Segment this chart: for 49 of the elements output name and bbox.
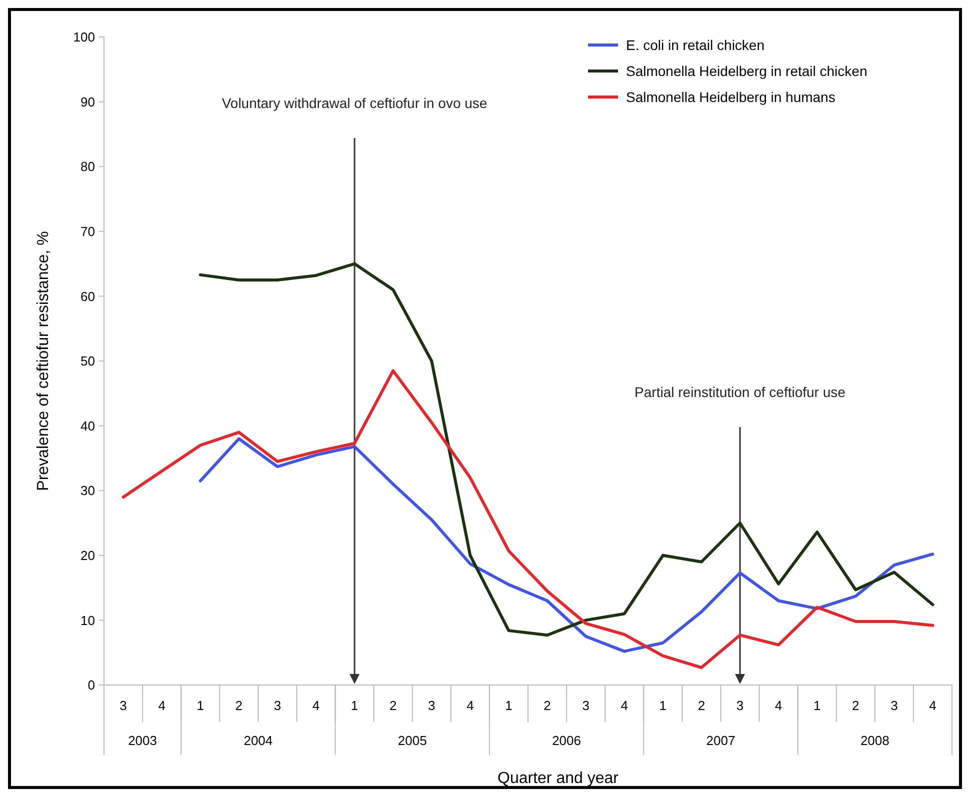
x-tick-label: 4 (774, 698, 782, 713)
x-tick-label: 4 (620, 698, 628, 713)
x-tick-label: 1 (196, 698, 204, 713)
y-tick-label: 50 (80, 354, 95, 369)
y-tick-label: 0 (88, 678, 95, 693)
text: 2007 (706, 733, 736, 748)
x-tick-label: 2 (852, 698, 860, 713)
text: 2005 (398, 733, 427, 748)
y-tick-label: 10 (80, 612, 95, 628)
legend-label: Salmonella Heidelberg in humans (626, 88, 836, 105)
y-tick-label: 100 (73, 30, 95, 45)
y-tick-label: 60 (80, 288, 95, 304)
annotation: Partial reinstitution of ceftiofur use (634, 384, 846, 400)
text: 2008 (860, 733, 890, 748)
x-tick-label: 3 (274, 698, 282, 713)
line-series (198, 262, 934, 637)
x-tick-label: 3 (428, 698, 436, 713)
x-tick-label: 1 (659, 698, 667, 713)
y-tick-label: 80 (80, 159, 95, 174)
text: 2004 (244, 733, 273, 748)
x-tick-label: 2 (389, 698, 397, 713)
text: 2003 (128, 733, 158, 748)
x-tick-label: 3 (736, 698, 744, 713)
x-axis-title: Quarter and year (498, 770, 620, 787)
x-tick-label: 2 (698, 698, 706, 713)
x-tick-label: 4 (158, 698, 166, 713)
line-series (198, 437, 934, 653)
y-tick-label: 30 (80, 483, 95, 498)
x-tick-label: 3 (582, 698, 590, 713)
x-tick-label: 1 (350, 698, 358, 713)
y-tick-label: 20 (80, 548, 95, 563)
y-tick-label: 70 (80, 224, 95, 239)
text: 2006 (552, 733, 582, 748)
annotation: Voluntary withdrawal of ceftiofur in ovo use (222, 95, 488, 111)
legend-label: Salmonella Heidelberg in retail chicken (626, 62, 868, 79)
y-tick-label: 40 (80, 418, 95, 434)
y-tick-label: 90 (80, 94, 95, 110)
legend-label: E. coli in retail chicken (626, 36, 765, 53)
x-tick-label: 2 (544, 698, 551, 713)
x-tick-label: 4 (929, 698, 936, 713)
x-tick-label: 2 (235, 698, 243, 713)
x-tick-label: 3 (120, 698, 127, 713)
x-tick-label: 4 (466, 698, 474, 713)
x-tick-label: 3 (890, 698, 898, 713)
line-series (122, 369, 934, 670)
x-tick-label: 4 (312, 698, 320, 713)
x-tick-label: 1 (813, 698, 821, 713)
y-axis-title: Prevalence of ceftiofur resistance, % (35, 231, 52, 491)
x-tick-label: 1 (505, 698, 512, 713)
